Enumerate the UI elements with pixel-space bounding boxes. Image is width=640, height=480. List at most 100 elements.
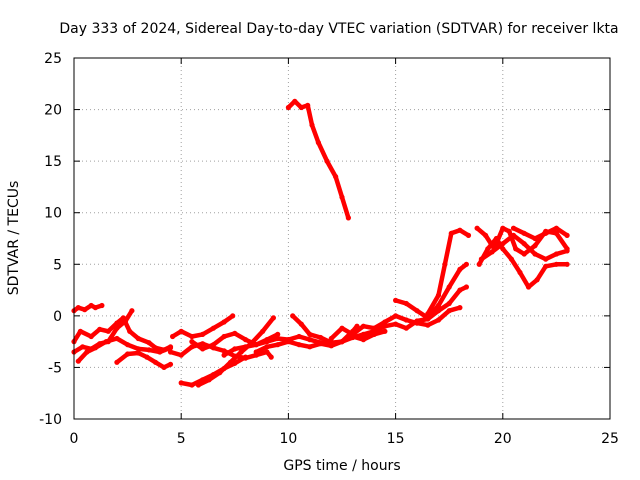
data-point	[152, 359, 159, 365]
data-point	[521, 230, 527, 236]
data-point	[393, 313, 399, 319]
data-point	[318, 334, 324, 341]
data-point	[510, 225, 517, 231]
chart-title: Day 333 of 2024, Sidereal Day-to-day VTE…	[59, 21, 618, 37]
data-point	[307, 344, 313, 350]
data-point	[393, 297, 399, 303]
data-point	[500, 225, 506, 231]
data-point	[285, 339, 291, 345]
plot-frame	[73, 57, 611, 420]
x-axis-label: GPS time / hours	[283, 458, 400, 474]
data-point	[290, 313, 296, 319]
data-point	[253, 342, 259, 348]
data-point	[298, 321, 304, 327]
data-point	[189, 339, 195, 345]
data-point	[92, 305, 98, 311]
data-point	[328, 340, 334, 346]
data-point	[88, 333, 94, 340]
data-point	[435, 317, 442, 323]
data-point	[425, 315, 431, 321]
ticks: 0 5 10 15 20 25 -10 -5 0 5 10 15 20 25	[39, 51, 619, 447]
data-point	[230, 313, 236, 319]
data-point	[125, 342, 131, 348]
data-point	[296, 342, 302, 348]
data-point	[493, 235, 499, 242]
data-point	[307, 331, 313, 337]
data-point	[564, 232, 570, 238]
y-axis-label: SDTVAR / TECUs	[6, 181, 22, 296]
x-tick-label: 5	[177, 431, 186, 447]
data-point	[446, 308, 452, 314]
data-point	[339, 194, 345, 200]
data-point	[457, 266, 463, 272]
data-point	[264, 339, 270, 345]
data-point	[474, 225, 480, 231]
data-point	[135, 335, 141, 342]
data-point	[77, 328, 83, 334]
data-point	[103, 339, 109, 345]
data-point	[543, 256, 549, 262]
data-point	[88, 302, 94, 309]
data-point	[425, 322, 431, 328]
data-point	[457, 305, 463, 311]
data-point	[506, 228, 512, 234]
data-point	[309, 122, 315, 128]
data-point	[414, 308, 420, 314]
data-point	[425, 311, 431, 317]
data-point	[75, 358, 81, 364]
data-point	[210, 325, 216, 331]
data-point	[339, 325, 345, 331]
data-point	[457, 227, 463, 233]
data-point	[333, 174, 339, 180]
x-tick-label: 20	[494, 431, 512, 447]
data-point	[483, 232, 489, 238]
data-point	[360, 323, 366, 329]
data-point	[360, 335, 366, 342]
data-point	[553, 225, 560, 231]
data-point	[217, 370, 223, 376]
grid	[74, 58, 610, 419]
data-point	[463, 284, 469, 290]
y-tick-label: 15	[44, 154, 62, 170]
data-point	[393, 321, 399, 327]
data-point	[80, 344, 86, 350]
data-point	[92, 345, 98, 351]
data-point	[350, 331, 356, 337]
data-point	[210, 342, 216, 348]
data-point	[510, 232, 517, 238]
data-point	[489, 249, 495, 255]
data-point	[125, 351, 131, 357]
data-point	[200, 341, 206, 347]
data-point	[513, 246, 519, 252]
data-point	[543, 263, 549, 269]
x-tick-label: 15	[387, 431, 405, 447]
data-point	[170, 333, 176, 340]
data-point	[298, 104, 304, 111]
data-point	[122, 318, 129, 324]
y-tick-label: 25	[44, 51, 62, 67]
data-point	[270, 315, 276, 321]
x-tick-label: 0	[70, 431, 79, 447]
data-point	[238, 349, 244, 355]
data-point	[260, 328, 266, 334]
data-point	[146, 347, 152, 353]
data-point	[264, 344, 270, 350]
data-point	[242, 337, 249, 343]
data-point	[414, 318, 420, 324]
data-point	[167, 345, 174, 351]
data-point	[200, 331, 206, 337]
data-point	[324, 158, 330, 164]
data-point	[465, 232, 472, 238]
data-point	[305, 102, 311, 108]
data-point	[167, 361, 174, 367]
data-point	[161, 364, 167, 370]
data-point	[382, 319, 388, 325]
data-point	[206, 377, 212, 383]
data-point	[485, 246, 491, 252]
y-tick-label: 5	[53, 257, 62, 273]
data-point	[105, 328, 111, 334]
data-point	[127, 328, 133, 334]
data-point	[564, 261, 570, 267]
y-tick-label: 10	[44, 206, 62, 222]
